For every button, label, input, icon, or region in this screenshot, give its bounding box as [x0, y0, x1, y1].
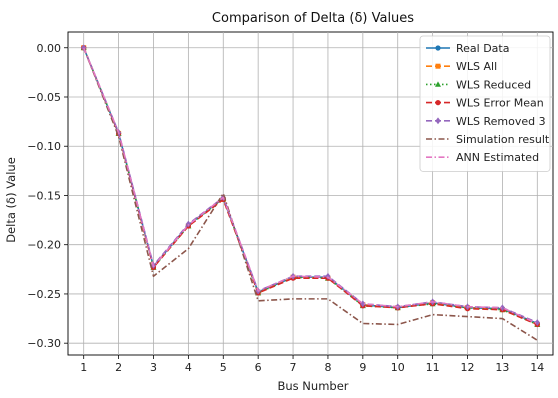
- legend-marker: [435, 117, 441, 125]
- legend-marker: [435, 100, 441, 106]
- x-tick-label: 12: [461, 361, 475, 374]
- y-tick-label: 0.00: [37, 42, 62, 55]
- y-tick-label: −0.30: [27, 337, 61, 350]
- legend-entry: WLS Removed 3: [426, 115, 546, 128]
- legend-marker: [435, 63, 441, 69]
- x-tick-label: 9: [359, 361, 366, 374]
- legend-entry: WLS Reduced: [426, 78, 531, 91]
- x-tick-label: 1: [80, 361, 87, 374]
- series-line: [82, 47, 538, 325]
- y-axis: 0.00 −0.05 −0.10 −0.15 −0.20 −0.25 −0.30: [27, 42, 68, 350]
- x-tick-label: 11: [426, 361, 440, 374]
- legend-marker: [435, 81, 441, 87]
- x-tick-label: 6: [255, 361, 262, 374]
- y-axis-title: Delta (δ) Value: [4, 157, 18, 243]
- y-tick-label: −0.05: [27, 91, 61, 104]
- series-simulation-result: [82, 47, 538, 341]
- plot-frame: [67, 31, 554, 356]
- x-tick-label: 3: [150, 361, 157, 374]
- x-tick-label: 13: [495, 361, 509, 374]
- legend-marker: [435, 45, 441, 51]
- x-tick-label: 5: [220, 361, 227, 374]
- series-line: [82, 47, 538, 341]
- chart-title: Comparison of Delta (δ) Values: [212, 11, 414, 26]
- x-tick-label: 10: [391, 361, 405, 374]
- legend-label: WLS Reduced: [456, 78, 531, 91]
- x-tick-label: 8: [324, 361, 331, 374]
- legend-label: WLS All: [456, 60, 497, 73]
- y-tick-label: −0.15: [27, 189, 61, 202]
- x-tick-label: 14: [530, 361, 544, 374]
- legend-entry: Real Data: [426, 42, 509, 55]
- y-tick-label: −0.10: [27, 140, 61, 153]
- legend-entry: ANN Estimated: [426, 151, 539, 164]
- y-tick-label: −0.25: [27, 288, 61, 301]
- x-tick-label: 7: [290, 361, 297, 374]
- data-point: [499, 304, 506, 312]
- x-tick-label: 2: [115, 361, 122, 374]
- series-group: [80, 44, 541, 341]
- legend: Real Data WLS All WLS Reduced WLS Error Mea…: [419, 35, 551, 172]
- data-point: [534, 319, 540, 326]
- legend-label: WLS Removed 3: [456, 115, 546, 128]
- legend-entry: WLS Error Mean: [426, 97, 544, 110]
- legend-label: Simulation result: [456, 133, 550, 146]
- legend-label: Real Data: [456, 42, 509, 55]
- series-ann-estimated: [82, 47, 538, 325]
- x-axis-title: Bus Number: [277, 379, 348, 393]
- x-axis: 1 2 3 4 5 6 7 8 9 10 11 12 13 14: [80, 355, 544, 374]
- legend-entry: WLS All: [426, 60, 497, 73]
- legend-box: [419, 35, 551, 172]
- legend-label: WLS Error Mean: [456, 97, 544, 110]
- x-tick-label: 4: [185, 361, 192, 374]
- legend-entry: Simulation result: [426, 133, 550, 146]
- y-tick-label: −0.20: [27, 239, 61, 252]
- legend-label: ANN Estimated: [456, 151, 539, 164]
